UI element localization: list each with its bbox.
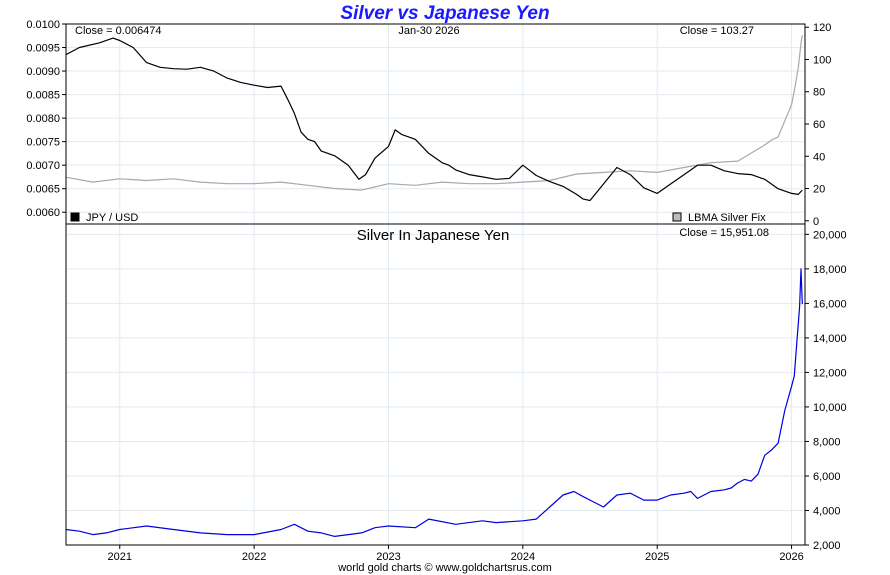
legend-silver-label: LBMA Silver Fix	[688, 212, 766, 224]
x-tick-label: 2022	[242, 551, 266, 563]
chart-title: Silver vs Japanese Yen	[340, 3, 550, 24]
bottom-grid	[66, 224, 805, 546]
legend-jpy-swatch	[70, 212, 80, 222]
bottom-right-y-axis: 2,000 4,000 6,000 8,000 10,000 12,000 14,000 16…	[805, 229, 847, 552]
y-right-tick-label: 0	[813, 216, 819, 228]
y-right-tick-label: 8,000	[813, 436, 841, 448]
x-tick-label: 2023	[376, 551, 400, 563]
y-left-tick-label: 0.0080	[26, 113, 60, 125]
y-right-tick-label: 40	[813, 151, 825, 163]
silver-usd-series	[65, 35, 803, 191]
date-label: Jan-30 2026	[398, 25, 459, 37]
top-grid	[66, 23, 805, 224]
bottom-panel-title: Silver In Japanese Yen	[357, 227, 510, 244]
y-right-tick-label: 16,000	[813, 298, 847, 310]
y-right-tick-label: 6,000	[813, 471, 841, 483]
y-left-tick-label: 0.0070	[26, 160, 60, 172]
y-right-tick-label: 2,000	[813, 540, 841, 552]
top-left-y-axis: 0.0060 0.0065 0.0070 0.0075 0.0080 0.0085 0.00…	[26, 19, 66, 219]
y-left-tick-label: 0.0095	[26, 43, 60, 55]
jpy-usd-line	[65, 37, 803, 202]
y-right-tick-label: 18,000	[813, 264, 847, 276]
silver-jpy-series	[65, 268, 803, 538]
y-right-tick-label: 10,000	[813, 402, 847, 414]
y-right-tick-label: 60	[813, 119, 825, 131]
y-right-tick-label: 120	[813, 22, 831, 34]
y-right-tick-label: 12,000	[813, 367, 847, 379]
y-right-tick-label: 20	[813, 184, 825, 196]
y-left-tick-label: 0.0090	[26, 66, 60, 78]
y-right-tick-label: 80	[813, 87, 825, 99]
y-left-tick-label: 0.0060	[26, 207, 60, 219]
y-left-tick-label: 0.0075	[26, 137, 60, 149]
x-tick-label: 2024	[511, 551, 535, 563]
bottom-panel-frame	[65, 223, 806, 546]
y-left-tick-label: 0.0065	[26, 184, 60, 196]
y-left-tick-label: 0.0085	[26, 90, 60, 102]
legend-silver-swatch	[672, 212, 682, 222]
legend-jpy-label: JPY / USD	[86, 212, 138, 224]
y-right-tick-label: 14,000	[813, 333, 847, 345]
top-panel-frame	[65, 23, 806, 225]
y-right-tick-label: 4,000	[813, 505, 841, 517]
silver-jpy-line	[65, 268, 803, 538]
x-axis: 2021 2022 2023 2024 2025 2026	[108, 545, 804, 563]
y-right-tick-label: 20,000	[813, 229, 847, 241]
y-right-tick-label: 100	[813, 54, 831, 66]
x-tick-label: 2021	[108, 551, 132, 563]
x-tick-label: 2026	[779, 551, 803, 563]
top-right-y-axis: 0 20 40 60 80 100 120	[805, 22, 831, 228]
footer-credit: world gold charts © www.goldchartsrus.co…	[338, 562, 552, 574]
silver-jpy-close-label: Close = 15,951.08	[679, 227, 769, 239]
silver-usd-close-label: Close = 103.27	[680, 25, 754, 37]
y-left-tick-label: 0.0100	[26, 19, 60, 31]
jpy-close-label: Close = 0.006474	[75, 25, 162, 37]
silver-usd-line	[65, 35, 803, 191]
x-tick-label: 2025	[645, 551, 669, 563]
jpy-usd-series	[65, 37, 803, 202]
